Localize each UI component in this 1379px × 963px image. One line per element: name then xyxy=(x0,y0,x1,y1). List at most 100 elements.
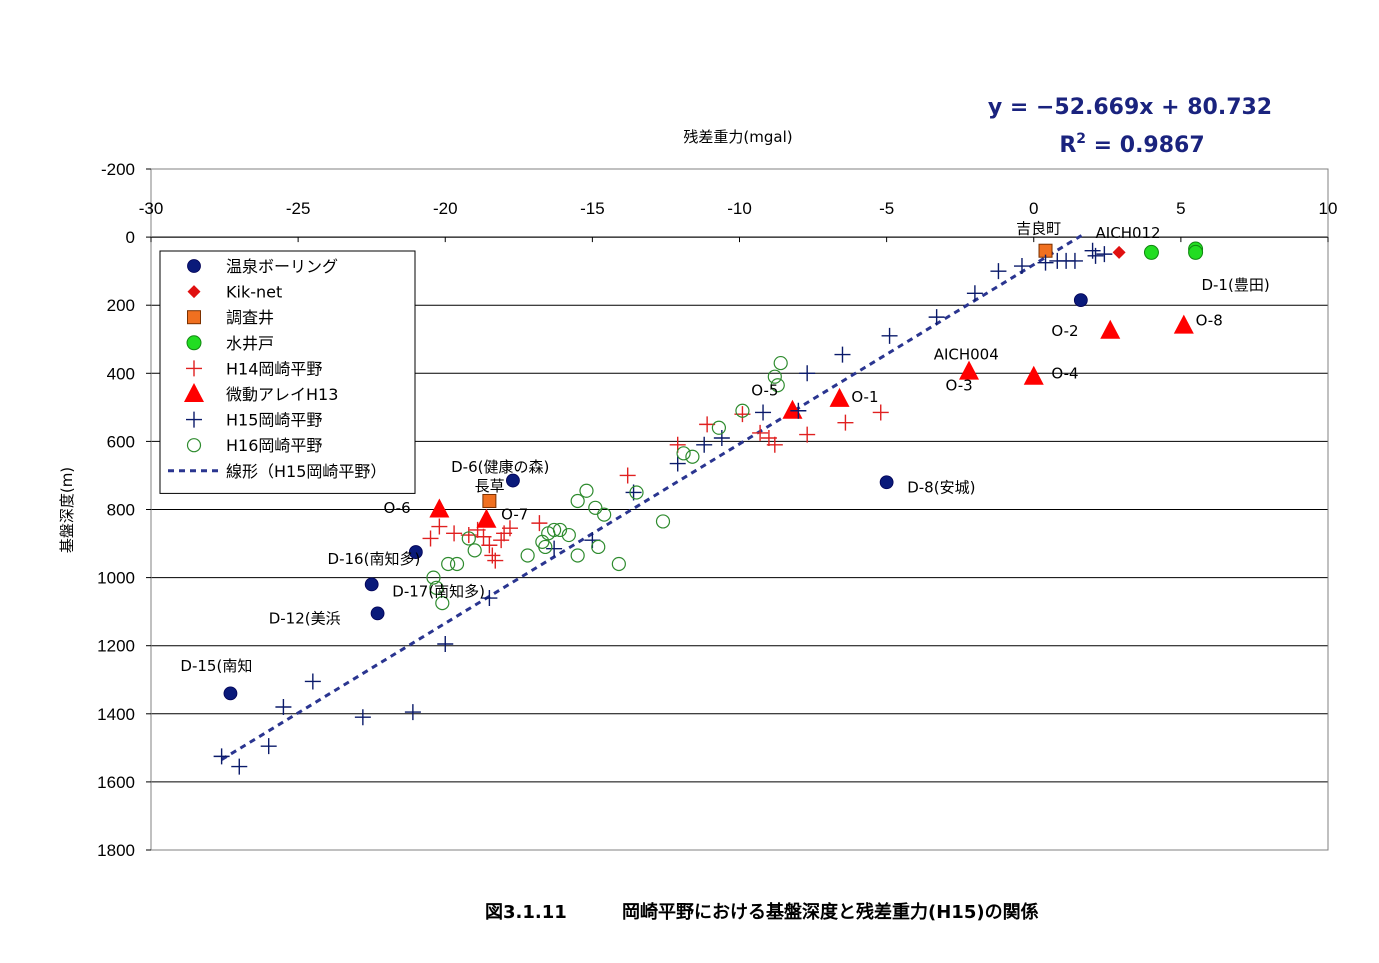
trendline-layer xyxy=(220,232,1085,761)
data-point xyxy=(1096,246,1113,263)
regression-equation: y = −52.669x + 80.732 xyxy=(988,95,1272,120)
x-tick-label: -5 xyxy=(879,199,894,218)
legend-label: 微動アレイH13 xyxy=(226,385,338,404)
data-point xyxy=(699,416,716,433)
data-point xyxy=(1013,258,1030,275)
data-point xyxy=(799,365,816,382)
x-tick-label: 0 xyxy=(1029,199,1038,218)
data-point xyxy=(966,285,983,302)
data-point xyxy=(881,327,898,344)
legend-box xyxy=(159,250,416,494)
data-point xyxy=(422,530,439,547)
data-point xyxy=(1023,365,1044,385)
point-annotation: D-17(南知多) xyxy=(392,582,485,600)
y-axis-ticks: -200 0 200 400 600 800 1000 1200 1400 1600 1800 xyxy=(97,160,151,860)
data-point xyxy=(520,548,535,563)
legend-marker xyxy=(186,335,202,351)
point-annotation: D-1(豊田) xyxy=(1201,276,1269,294)
point-annotation: O-3 xyxy=(945,376,972,394)
data-point xyxy=(1112,245,1126,259)
data-point xyxy=(547,522,562,538)
point-annotation: D-8(安城) xyxy=(907,478,975,496)
data-point xyxy=(1188,244,1204,260)
data-point xyxy=(1143,244,1159,260)
data-point xyxy=(506,473,520,488)
data-point xyxy=(676,446,691,461)
legend-label: H14岡崎平野 xyxy=(226,359,322,378)
data-point xyxy=(476,508,497,528)
r-squared-prefix: R xyxy=(1059,133,1076,158)
data-point xyxy=(481,537,498,554)
y-tick-label: 1400 xyxy=(97,705,135,724)
data-point xyxy=(354,709,371,726)
data-point xyxy=(767,369,782,384)
data-point xyxy=(579,483,594,498)
data-point xyxy=(711,420,727,435)
legend-label: H16岡崎平野 xyxy=(226,436,322,455)
data-point xyxy=(429,580,444,595)
data-point xyxy=(629,485,644,500)
y-tick-label: 1800 xyxy=(97,841,135,860)
point-annotation: D-6(健康の森) xyxy=(451,458,549,476)
data-point xyxy=(404,704,421,721)
y-tick-label: -200 xyxy=(101,160,135,179)
data-point xyxy=(213,748,230,765)
data-point xyxy=(1100,319,1121,339)
data-point xyxy=(597,507,612,522)
data-point xyxy=(481,590,498,607)
data-point xyxy=(834,346,851,363)
data-point xyxy=(446,525,463,542)
point-annotation: 吉良町 xyxy=(1016,220,1061,238)
data-point xyxy=(669,455,686,472)
point-annotation: O-6 xyxy=(383,499,410,517)
x-tick-label: -20 xyxy=(433,199,458,218)
legend-marker xyxy=(186,438,202,453)
data-point xyxy=(275,698,292,715)
r-squared-value: = 0.9867 xyxy=(1086,133,1205,158)
data-point xyxy=(990,263,1007,280)
data-point xyxy=(482,493,497,508)
series-7 xyxy=(426,355,788,611)
data-point xyxy=(449,556,465,572)
data-point xyxy=(685,449,700,464)
point-annotation: 長草 xyxy=(475,477,505,495)
data-point xyxy=(872,404,889,421)
y-tick-label: 600 xyxy=(107,432,135,451)
trendline xyxy=(220,232,1085,761)
series-5 xyxy=(429,314,1194,528)
data-point xyxy=(755,404,772,421)
legend-marker xyxy=(186,411,202,428)
data-point xyxy=(1173,314,1194,334)
data-point xyxy=(1037,254,1054,271)
data-point xyxy=(426,570,441,585)
legend-label: 水井戸 xyxy=(226,334,274,353)
x-axis-ticks: -30 -25 -20 -15 -10 -5 0 5 10 xyxy=(139,199,1337,243)
series-1 xyxy=(1112,245,1126,259)
legend-marker xyxy=(187,285,201,299)
data-point xyxy=(928,309,945,326)
data-point xyxy=(655,514,671,529)
series-0 xyxy=(223,293,1088,701)
data-point xyxy=(752,424,769,441)
data-point xyxy=(429,498,450,518)
y-tick-label: 400 xyxy=(107,364,135,383)
data-point xyxy=(591,539,606,555)
legend-label: 線形（H15岡崎平野） xyxy=(226,462,386,481)
y-tick-label: 800 xyxy=(107,501,135,520)
point-annotation: D-12(美浜 xyxy=(269,610,341,628)
figure-number: 図3.1.11 xyxy=(485,902,567,923)
data-point xyxy=(619,467,636,484)
series-2 xyxy=(482,243,1053,508)
point-annotation: O-7 xyxy=(501,506,528,524)
legend-label: 調査井 xyxy=(226,308,274,327)
legend-marker xyxy=(187,259,201,273)
data-point xyxy=(782,399,803,419)
data-point xyxy=(431,518,448,535)
y-axis-label: 基盤深度(m) xyxy=(58,467,76,553)
data-point xyxy=(766,436,783,453)
data-point xyxy=(611,556,626,572)
x-tick-label: -15 xyxy=(580,199,605,218)
data-point xyxy=(588,500,603,515)
x-axis-label: 残差重力(mgal) xyxy=(683,128,792,146)
